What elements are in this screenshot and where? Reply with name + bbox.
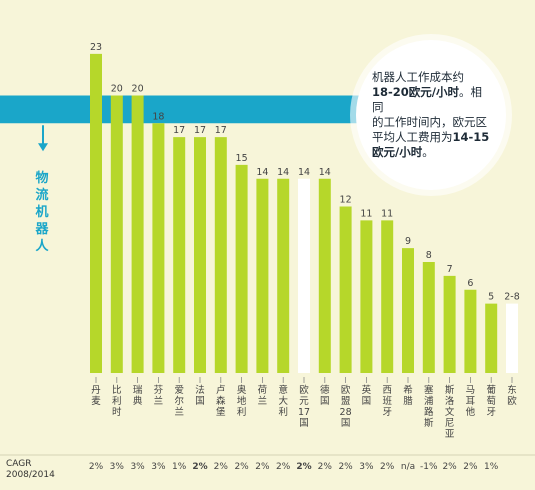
bar-1 (110, 95, 123, 373)
bar-13 (360, 220, 373, 373)
bar-value-label-16: 8 (426, 250, 432, 261)
category-label-4: 爱尔兰 (174, 384, 184, 418)
band-label: 物流机器人 (35, 171, 49, 254)
bar-value-label-15: 9 (405, 236, 411, 247)
bar-value-label-13: 11 (360, 208, 372, 219)
category-label-19: 葡萄牙 (486, 384, 496, 418)
category-label-11: 德国 (320, 384, 330, 407)
cagr-value-0: 2% (89, 462, 104, 472)
bar-value-label-2: 20 (132, 84, 144, 95)
category-label-8: 荷兰 (258, 385, 268, 407)
category-label-10: 欧元 17 国 (298, 384, 310, 429)
bar-value-label-17: 7 (447, 264, 453, 275)
callout-bubble: 机器人工作成本约 18-20欧元/小时。相同 的工作时间内，欧元区 平均人工费用… (356, 40, 506, 190)
cagr-value-16: -1% (420, 462, 438, 472)
category-label-15: 希腊 (403, 384, 413, 407)
bar-value-label-10: 14 (298, 167, 310, 178)
bar-5 (194, 137, 206, 373)
bar-value-label-9: 14 (277, 167, 289, 178)
bar-11 (318, 178, 331, 373)
category-label-20: 东欧 (507, 384, 517, 407)
bar-7 (235, 164, 248, 373)
category-label-5: 法国 (195, 384, 205, 407)
cagr-value-17: 2% (442, 462, 457, 472)
category-label-6: 卢森堡 (216, 384, 226, 418)
bar-9 (277, 178, 290, 373)
cagr-value-9: 2% (276, 462, 291, 472)
bar-value-label-7: 15 (236, 153, 248, 164)
bar-value-label-3: 18 (152, 111, 164, 122)
bar-value-label-14: 11 (381, 208, 393, 219)
cagr-value-18: 2% (463, 462, 478, 472)
cagr-value-8: 2% (255, 462, 270, 472)
cagr-value-12: 2% (338, 462, 353, 472)
bar-14 (381, 220, 394, 373)
cagr-value-3: 3% (151, 462, 166, 472)
cagr-value-13: 3% (359, 462, 374, 472)
bar-16 (422, 262, 435, 373)
category-label-18: 马耳他 (466, 385, 476, 418)
cagr-value-10: 2% (296, 462, 311, 472)
bar-18 (464, 289, 477, 373)
category-label-14: 西班牙 (382, 385, 392, 418)
bar-value-label-0: 23 (90, 42, 102, 53)
bar-value-label-20: 2-8 (504, 292, 520, 303)
bar-value-label-6: 17 (215, 125, 227, 136)
category-label-16: 塞浦路斯 (424, 384, 434, 429)
category-label-13: 英国 (362, 384, 372, 407)
bar-value-label-11: 14 (319, 167, 331, 178)
band-arrowhead-icon (38, 143, 48, 152)
cagr-title-line1: CAGR (6, 459, 32, 469)
category-label-0: 丹麦 (91, 385, 101, 407)
cagr-value-5: 2% (192, 462, 207, 472)
bar-2 (131, 95, 144, 373)
bar-6 (214, 137, 227, 373)
cagr-value-11: 2% (318, 462, 333, 472)
bar-19 (485, 303, 498, 373)
callout-text: 机器人工作成本约 18-20欧元/小时。相同 的工作时间内，欧元区 平均人工费用… (372, 70, 490, 159)
category-label-3: 芬兰 (154, 385, 164, 407)
bar-value-label-18: 6 (467, 278, 473, 289)
cagr-value-4: 1% (172, 462, 187, 472)
bar-value-label-19: 5 (488, 292, 494, 303)
category-label-12: 欧盟 28 国 (340, 384, 352, 429)
cagr-value-15: n/a (401, 462, 415, 472)
category-label-2: 瑞典 (133, 384, 143, 407)
cagr-value-19: 1% (484, 462, 499, 472)
bar-value-label-1: 20 (111, 84, 123, 95)
cagr-value-2: 3% (130, 462, 145, 472)
bar-17 (443, 275, 456, 373)
bar-value-label-4: 17 (173, 125, 185, 136)
bar-10 (298, 178, 310, 373)
bar-4 (173, 137, 186, 373)
bar-15 (402, 248, 414, 373)
bar-value-label-8: 14 (256, 167, 268, 178)
category-label-17: 斯洛文尼亚 (445, 384, 455, 440)
cagr-title-line2: 2008/2014 (6, 470, 55, 480)
bar-12 (339, 206, 352, 373)
bar-value-label-12: 12 (340, 195, 352, 206)
cagr-value-6: 2% (214, 462, 229, 472)
category-label-1: 比利时 (112, 384, 122, 418)
category-label-9: 意大利 (278, 384, 288, 418)
cagr-value-14: 2% (380, 462, 395, 472)
robot-cost-band (0, 95, 380, 124)
bar-value-label-5: 17 (194, 125, 206, 136)
bar-20 (506, 303, 518, 373)
category-label-7: 奥地利 (237, 384, 247, 418)
bar-8 (256, 178, 269, 373)
cagr-title: CAGR 2008/2014 (6, 459, 55, 481)
bar-0 (90, 53, 102, 373)
cagr-value-7: 2% (234, 462, 249, 472)
bar-3 (152, 123, 165, 373)
cagr-value-1: 3% (110, 462, 125, 472)
